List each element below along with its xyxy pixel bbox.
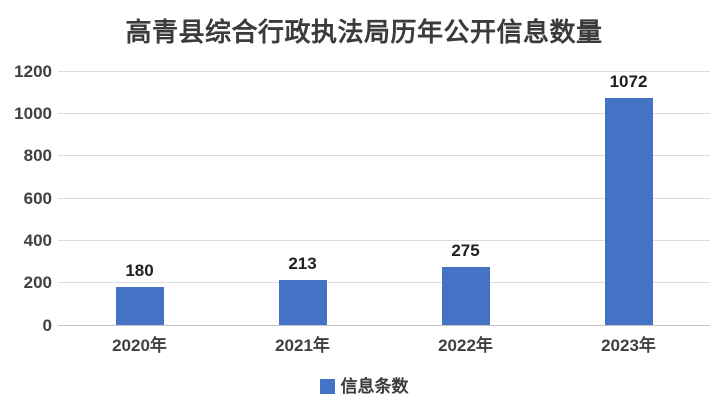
x-axis-tick-label: 2022年 bbox=[438, 336, 493, 355]
legend-marker-square-icon bbox=[319, 379, 335, 394]
bar-2023年 bbox=[604, 98, 653, 325]
bar-value-label: 213 bbox=[288, 253, 317, 273]
y-axis-tick-label: 200 bbox=[23, 273, 52, 293]
y-axis-tick-label: 600 bbox=[23, 188, 52, 208]
x-axis-line bbox=[58, 324, 710, 326]
x-axis-tick-label: 2023年 bbox=[601, 336, 656, 355]
gridline bbox=[58, 155, 710, 157]
bar-value-label: 180 bbox=[125, 260, 154, 280]
y-axis-tick-label: 800 bbox=[23, 146, 52, 166]
chart-title: 高青县综合行政执法局历年公开信息数量 bbox=[125, 17, 603, 47]
plot-area bbox=[58, 70, 710, 326]
legend: 信息条数 bbox=[0, 378, 728, 395]
bar-value-label: 1072 bbox=[609, 72, 648, 92]
y-axis-tick-label: 1200 bbox=[14, 61, 52, 81]
bar-value-label: 275 bbox=[451, 240, 480, 260]
legend-series-label: 信息条数 bbox=[340, 377, 409, 396]
x-axis-tick-label: 2020年 bbox=[112, 336, 167, 355]
gridline bbox=[58, 282, 710, 284]
bar-2021年 bbox=[278, 279, 327, 325]
gridline bbox=[58, 70, 710, 72]
y-axis-tick-label: 1000 bbox=[14, 103, 52, 123]
bar-2020年 bbox=[115, 286, 164, 325]
bar-2022年 bbox=[441, 266, 490, 325]
x-axis-tick-label: 2021年 bbox=[275, 336, 330, 355]
y-axis-tick-label: 400 bbox=[23, 230, 52, 250]
y-axis-tick-label: 0 bbox=[42, 315, 52, 335]
gridline bbox=[58, 112, 710, 114]
gridline bbox=[58, 197, 710, 199]
gridline bbox=[58, 239, 710, 241]
